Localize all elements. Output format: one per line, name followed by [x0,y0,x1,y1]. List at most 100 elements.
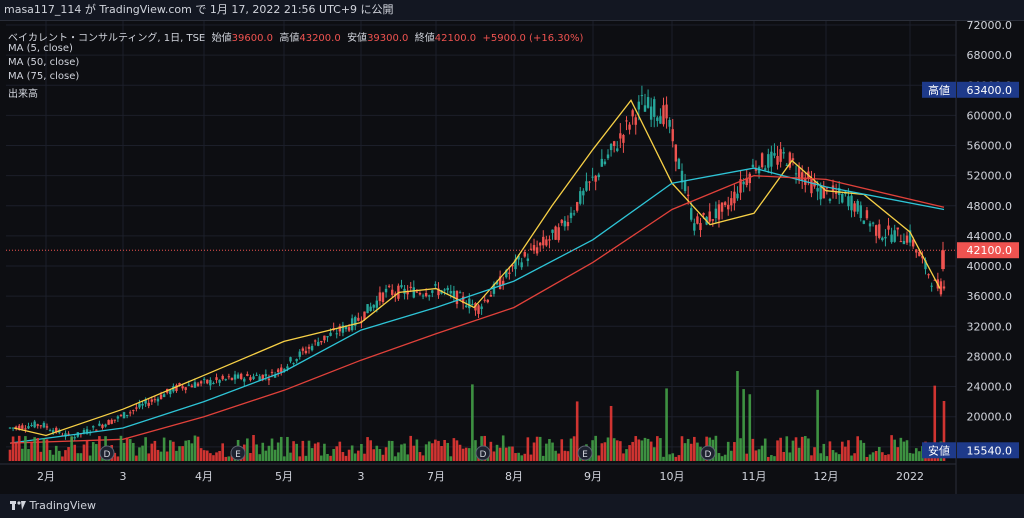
legend-ma75[interactable]: MA (75, close) [8,71,80,82]
candle-body [579,191,582,204]
volume-bar [847,440,850,461]
candle-body [243,378,246,382]
candle-body [82,430,86,433]
volume-bar [326,453,329,461]
last-price-tag-value-bg [957,242,1019,259]
volume-bar [548,439,551,461]
volume-bar [776,440,779,461]
candle-body [502,280,505,286]
volume-bar [332,449,335,461]
volume-bar [366,437,369,461]
volume-bar [788,452,792,461]
high-value: 43200.0 [299,33,341,44]
volume-bar [471,384,474,461]
candle-body [347,327,351,331]
volume-bar [82,444,86,461]
close-label: 終値 [414,33,435,44]
event-marker[interactable]: E [577,445,593,461]
volume-bars [8,371,946,461]
price-tick-label: 40000.0 [967,260,1013,273]
volume-bar [659,438,662,461]
tv-logo-icon [10,501,26,510]
time-tick-label: 3 [358,470,365,483]
volume-bar [452,438,456,461]
legend-ma50[interactable]: MA (50, close) [8,57,80,68]
volume-bar [683,443,687,461]
legend-volume[interactable]: 出来高 [8,89,38,100]
candle-body [730,198,733,206]
candle-body [597,174,600,178]
time-tick-label: 2022 [896,470,924,483]
event-marker[interactable]: E [230,445,246,461]
candle-body [400,285,403,288]
candle-body [733,191,736,204]
candle-body [702,213,705,215]
candle-body [212,382,215,384]
candle-body [304,350,308,354]
volume-bar [890,435,893,461]
candle-body [776,156,779,165]
price-tick-label: 20000.0 [967,411,1013,424]
volume-bar [474,440,477,461]
volume-bar [597,455,601,461]
volume-bar [323,443,326,461]
event-marker[interactable]: D [99,445,115,461]
volume-bar [628,445,631,461]
low-price-tag-label: 安値 [928,443,950,457]
volume-bar [437,440,440,461]
volume-bar [511,446,514,461]
candle-body [178,382,181,386]
volume-bar [844,446,847,461]
volume-bar [899,437,903,461]
candle-body [764,168,767,170]
candle-body [619,133,622,139]
volume-bar [933,385,937,461]
volume-bar [193,435,197,461]
volume-bar [184,440,188,461]
low-price-tag: 安値 15540.0 [922,442,1019,459]
candle-body [301,348,305,351]
candle-body [853,203,856,212]
candle-body [289,357,292,362]
volume-bar [819,453,822,461]
price-chart[interactable]: 72000.068000.064000.060000.056000.052000… [0,21,1024,495]
candle-body [526,258,530,261]
legend-ma5[interactable]: MA (5, close) [8,43,73,54]
volume-bar [763,438,767,461]
volume-bar [837,454,841,461]
volume-bar [942,401,946,461]
volume-bar [594,435,597,461]
chart-area[interactable]: 72000.068000.064000.060000.056000.052000… [0,20,1024,495]
price-tick-label: 56000.0 [967,140,1013,153]
candle-body [113,419,117,421]
candle-body [794,173,798,175]
candle-body [267,378,271,381]
username[interactable]: masa117_114 [4,3,82,16]
volume-bar [865,456,869,461]
volume-bar [116,456,120,461]
candle-body [927,274,930,276]
volume-bar [569,438,573,461]
volume-bar [45,439,49,461]
candle-body [591,176,594,178]
time-tick-label: 4月 [195,470,213,483]
event-marker-circle [230,445,246,461]
candle-body [465,305,468,308]
candle-body [391,289,394,295]
published-text: が TradingView.com で 1月 17, 2022 21:56 UT… [84,3,394,16]
volume-bar [689,443,693,461]
volume-bar [773,456,776,461]
volume-bar [850,455,853,461]
tradingview-logo[interactable]: TradingView [10,494,96,518]
volume-bar [341,452,345,461]
event-marker-label: E [582,450,588,460]
volume-bar [17,435,21,461]
volume-bar [911,453,915,461]
volume-bar [797,447,801,461]
candle-body [582,190,585,196]
event-marker[interactable]: D [475,445,491,461]
candle-body [708,211,711,222]
candle-body [224,379,227,381]
candle-body [760,153,764,168]
event-marker[interactable]: D [700,445,716,461]
